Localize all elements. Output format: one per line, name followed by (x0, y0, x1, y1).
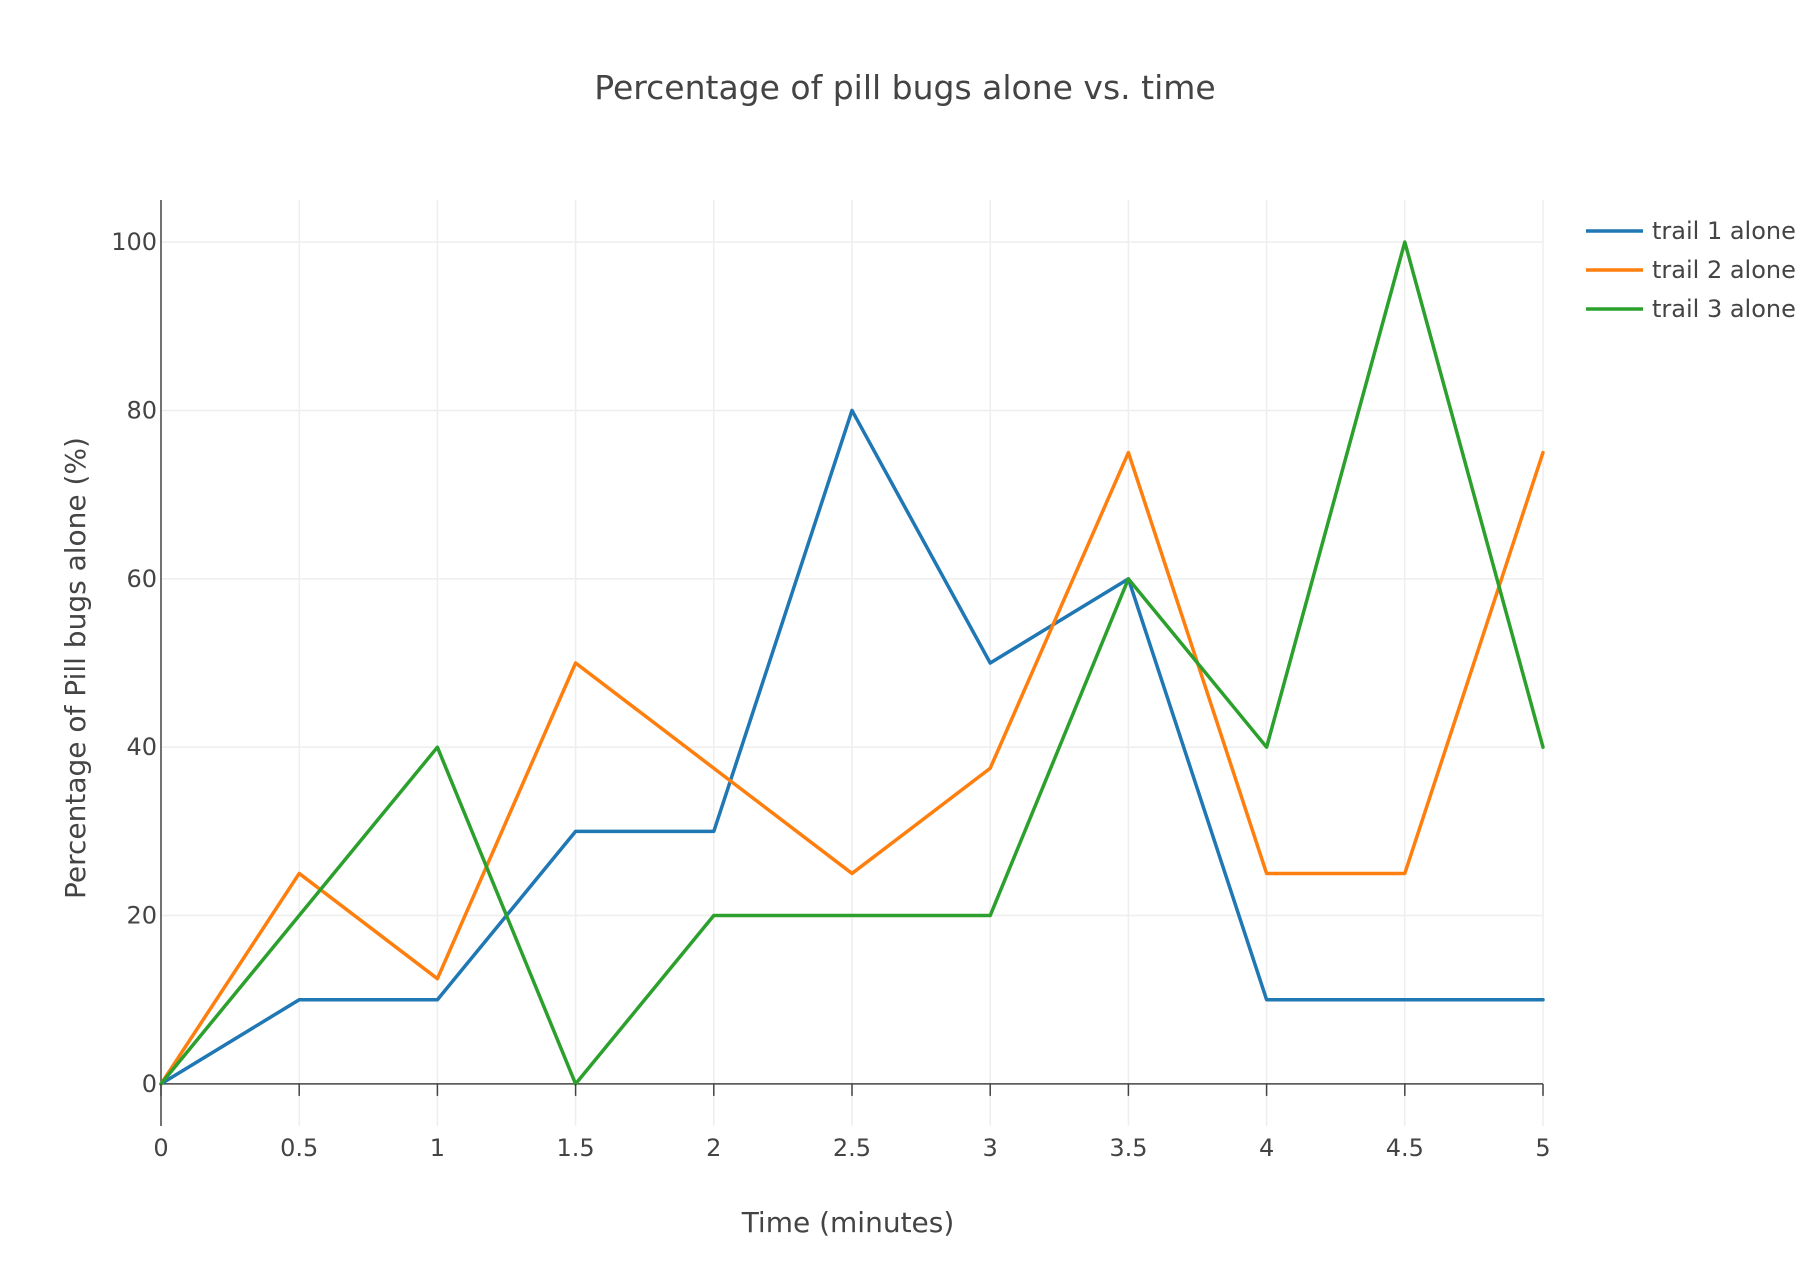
x-tick-label: 5 (1535, 1134, 1550, 1162)
legend-item-trail-2-alone[interactable]: trail 2 alone (1586, 256, 1796, 284)
legend-label: trail 1 alone (1652, 217, 1796, 245)
x-tick-label: 4.5 (1386, 1134, 1424, 1162)
tick-labels: 0 0.5 1 1.5 2 2.5 3 3.5 4 4.5 5 0 20 40 60 80 100 (111, 228, 1550, 1162)
series-line-trail-2-alone (159, 450, 1545, 1086)
legend-label: trail 3 alone (1652, 295, 1796, 323)
x-tick-label: 1 (430, 1134, 445, 1162)
series-line-trail-3-alone (159, 240, 1545, 1086)
x-tick-label: 4 (1259, 1134, 1274, 1162)
x-axis-title: Time (minutes) (741, 1206, 955, 1239)
x-tick-label: 0 (153, 1134, 168, 1162)
legend-item-trail-1-alone[interactable]: trail 1 alone (1586, 217, 1796, 245)
legend-item-trail-3-alone[interactable]: trail 3 alone (1586, 295, 1796, 323)
series-line-trail-1-alone (159, 408, 1545, 1086)
y-tick-label: 100 (111, 228, 157, 256)
y-tick-label: 20 (126, 902, 157, 930)
y-tick-label: 0 (142, 1070, 157, 1098)
x-tick-label: 2 (706, 1134, 721, 1162)
x-tick-label: 2.5 (833, 1134, 871, 1162)
y-tick-label: 60 (126, 565, 157, 593)
chart-title: Percentage of pill bugs alone vs. time (594, 68, 1215, 107)
legend-label: trail 2 alone (1652, 256, 1796, 284)
legend[interactable]: trail 1 alone trail 2 alone trail 3 alone (1586, 217, 1796, 323)
series-lines (159, 240, 1545, 1086)
y-tick-label: 40 (126, 733, 157, 761)
x-tick-label: 3.5 (1109, 1134, 1147, 1162)
x-tick-label: 3 (983, 1134, 998, 1162)
x-tick-label: 1.5 (557, 1134, 595, 1162)
x-tick-label: 0.5 (280, 1134, 318, 1162)
y-axis-title: Percentage of Pill bugs alone (%) (59, 437, 92, 899)
y-tick-label: 80 (126, 396, 157, 424)
grid (161, 200, 1544, 1126)
